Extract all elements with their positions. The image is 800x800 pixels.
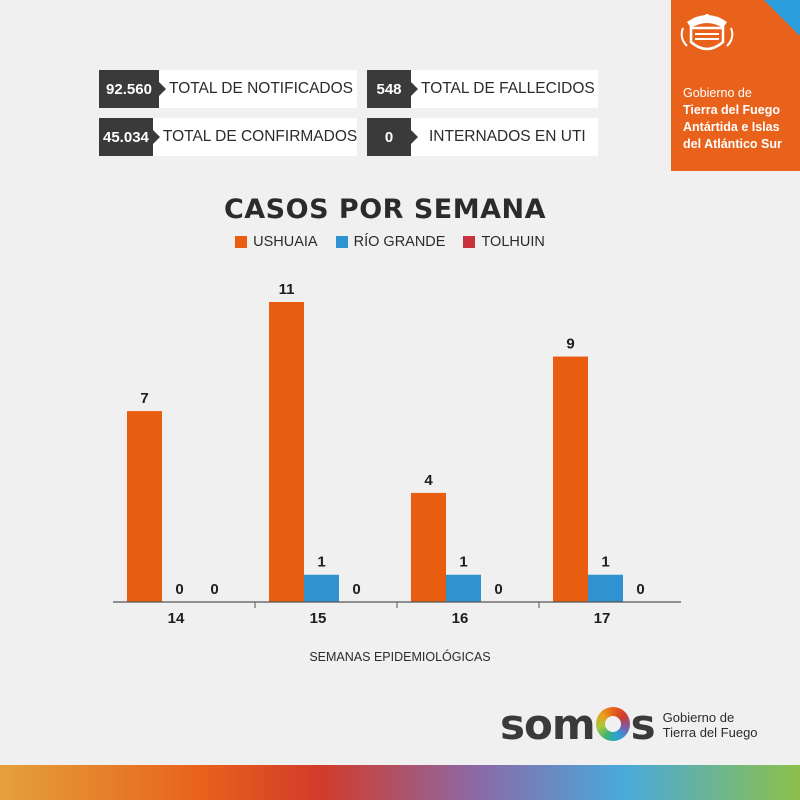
x-tick-label: 17 <box>594 610 611 627</box>
legend-swatch <box>463 236 476 248</box>
somos-sub-line-1: Gobierno de <box>662 709 735 725</box>
data-label: 0 <box>494 581 502 598</box>
bar-ushuaia <box>553 356 588 602</box>
somos-text: som s <box>500 700 656 749</box>
data-label: 4 <box>424 472 433 489</box>
gov-line-1: Gobierno de <box>683 86 752 100</box>
somos-ring-icon <box>595 707 630 741</box>
stat-value: 548 <box>367 70 411 108</box>
bar-río-grande <box>446 574 481 602</box>
legend-item-ushuaia: USHUAIA <box>235 234 318 250</box>
stat-internados: 0 INTERNADOS EN UTI <box>367 118 598 156</box>
x-axis-title: SEMANAS EPIDEMIOLÓGICAS <box>309 650 491 664</box>
x-tick-label: 14 <box>168 610 185 627</box>
stat-label: TOTAL DE CONFIRMADOS <box>162 128 358 145</box>
bottom-gradient-bar <box>0 765 800 800</box>
bar-ushuaia <box>411 492 446 602</box>
somos-logo: som s Gobierno de Tierra del Fuego <box>500 700 758 749</box>
legend-label: TOLHUIN <box>481 234 545 250</box>
stat-fallecidos: 548 TOTAL DE FALLECIDOS <box>367 70 598 108</box>
legend-swatch <box>235 236 248 248</box>
legend-item-rio-grande: RÍO GRANDE <box>335 234 446 250</box>
data-label: 11 <box>279 281 295 298</box>
gov-line-3: Antártida e Islas <box>683 120 780 134</box>
bar-río-grande <box>588 574 623 602</box>
bar-ushuaia <box>127 411 162 602</box>
legend-item-tolhuin: TOLHUIN <box>463 234 545 250</box>
provincial-crest-icon <box>680 14 734 51</box>
data-label: 0 <box>210 581 218 598</box>
data-label: 0 <box>352 581 360 598</box>
stat-label: TOTAL DE FALLECIDOS <box>421 80 595 97</box>
data-label: 0 <box>636 581 644 598</box>
somos-sub-line-2: Tierra del Fuego <box>662 724 758 740</box>
legend-label: USHUAIA <box>253 234 318 250</box>
bar-río-grande <box>304 574 339 602</box>
x-tick-label: 15 <box>310 610 327 627</box>
stat-label: INTERNADOS EN UTI <box>429 128 586 145</box>
stat-value: 0 <box>367 118 411 156</box>
x-tick-label: 16 <box>452 610 469 627</box>
chart-legend: USHUAIA RÍO GRANDE TOLHUIN <box>0 234 780 250</box>
bar-ushuaia <box>269 302 304 602</box>
data-label: 1 <box>601 554 609 571</box>
somos-wordmark: som s <box>500 700 656 749</box>
data-label: 1 <box>459 554 467 571</box>
corner-fold <box>764 0 800 36</box>
government-badge: Gobierno de Tierra del Fuego Antártida e… <box>671 0 800 171</box>
stat-label: TOTAL DE NOTIFICADOS <box>169 80 354 97</box>
stat-notificados: 92.560 TOTAL DE NOTIFICADOS <box>99 70 357 108</box>
data-label: 1 <box>317 554 325 571</box>
stat-confirmados: 45.034 TOTAL DE CONFIRMADOS <box>99 118 357 156</box>
somos-subtitle: Gobierno de Tierra del Fuego <box>663 710 758 740</box>
stat-value: 92.560 <box>99 70 159 108</box>
stat-value: 45.034 <box>99 118 153 156</box>
legend-label: RÍO GRANDE <box>353 234 446 250</box>
gov-line-2: Tierra del Fuego <box>683 103 781 117</box>
chart-title: CASOS POR SEMANA <box>223 194 547 225</box>
legend-swatch <box>335 236 348 248</box>
gov-line-4: del Atlántico Sur <box>683 137 782 151</box>
data-label: 7 <box>140 390 148 407</box>
data-label: 0 <box>175 581 183 598</box>
data-label: 9 <box>566 336 574 353</box>
